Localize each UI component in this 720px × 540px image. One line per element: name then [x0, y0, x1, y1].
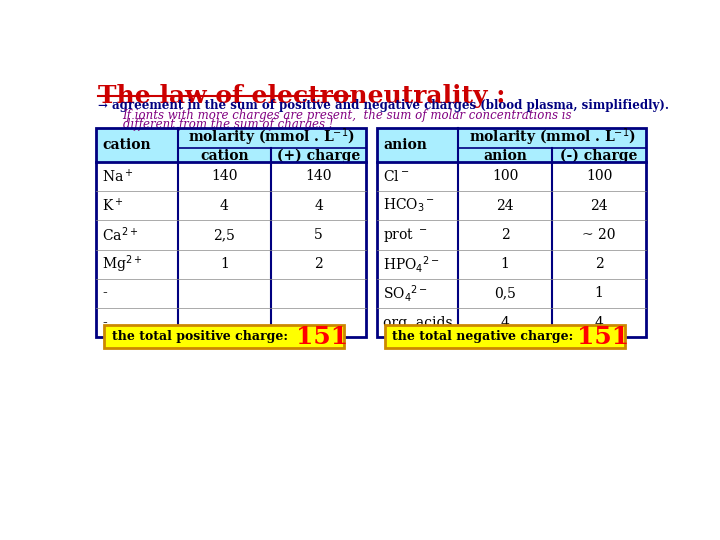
Text: 140: 140: [305, 170, 332, 184]
Text: anion: anion: [383, 138, 427, 152]
Text: 1: 1: [500, 257, 510, 271]
Bar: [96, 128, 366, 162]
Text: ~ 20: ~ 20: [582, 228, 616, 242]
Text: 4: 4: [500, 316, 510, 330]
Text: anion: anion: [483, 148, 527, 163]
Bar: [96, 128, 366, 338]
Text: the total positive charge:: the total positive charge:: [112, 330, 288, 343]
Text: 140: 140: [211, 170, 238, 184]
Text: (+) charge: (+) charge: [277, 148, 360, 163]
Text: molarity (mmol . L$^{-1}$): molarity (mmol . L$^{-1}$): [469, 126, 636, 148]
Text: K$^+$: K$^+$: [102, 197, 124, 214]
Text: If ionts with more charges are present,  the sum of molar concentrations is: If ionts with more charges are present, …: [122, 109, 572, 122]
Text: cation: cation: [200, 148, 249, 163]
Text: HCO$_3$$^-$: HCO$_3$$^-$: [383, 197, 435, 214]
Text: 2: 2: [500, 228, 509, 242]
Text: Mg$^{2+}$: Mg$^{2+}$: [102, 253, 143, 275]
Text: 4: 4: [220, 199, 229, 213]
Bar: [377, 162, 647, 338]
Text: 151: 151: [297, 325, 348, 349]
Text: 100: 100: [492, 170, 518, 184]
Text: HPO$_4$$^{2-}$: HPO$_4$$^{2-}$: [383, 254, 440, 275]
Bar: [377, 128, 647, 338]
Text: SO$_4$$^{2-}$: SO$_4$$^{2-}$: [383, 283, 428, 304]
Text: 4: 4: [314, 199, 323, 213]
Text: -: -: [102, 316, 107, 330]
Bar: [104, 325, 344, 348]
Text: 2,5: 2,5: [214, 228, 235, 242]
Text: Cl$^-$: Cl$^-$: [383, 169, 409, 184]
Text: 1: 1: [595, 287, 603, 300]
Text: (-) charge: (-) charge: [560, 148, 638, 163]
Text: 2: 2: [314, 257, 323, 271]
Text: Na$^+$: Na$^+$: [102, 168, 134, 185]
Text: -: -: [102, 287, 107, 300]
Text: 4: 4: [595, 316, 603, 330]
Text: 2: 2: [595, 257, 603, 271]
Text: the total negative charge:: the total negative charge:: [392, 330, 574, 343]
Text: → agreement in the sum of positive and negative charges (blood plasma, simplifie: → agreement in the sum of positive and n…: [98, 99, 669, 112]
Text: 151: 151: [577, 325, 629, 349]
Text: molarity (mmol . L$^{-1}$): molarity (mmol . L$^{-1}$): [189, 126, 355, 148]
Text: 24: 24: [496, 199, 514, 213]
Text: Ca$^{2+}$: Ca$^{2+}$: [102, 226, 138, 244]
Text: cation: cation: [102, 138, 151, 152]
Text: The law of electroneutrality :: The law of electroneutrality :: [98, 84, 505, 108]
Text: prot $^-$: prot $^-$: [383, 226, 428, 244]
Text: 0,5: 0,5: [494, 287, 516, 300]
Bar: [384, 325, 625, 348]
Text: 5: 5: [314, 228, 323, 242]
Text: different from the sum of charges !: different from the sum of charges !: [122, 118, 333, 131]
Text: 24: 24: [590, 199, 608, 213]
Bar: [377, 128, 647, 162]
Text: org. acids: org. acids: [383, 316, 453, 330]
Text: 1: 1: [220, 257, 229, 271]
Bar: [96, 162, 366, 338]
Text: 100: 100: [586, 170, 613, 184]
